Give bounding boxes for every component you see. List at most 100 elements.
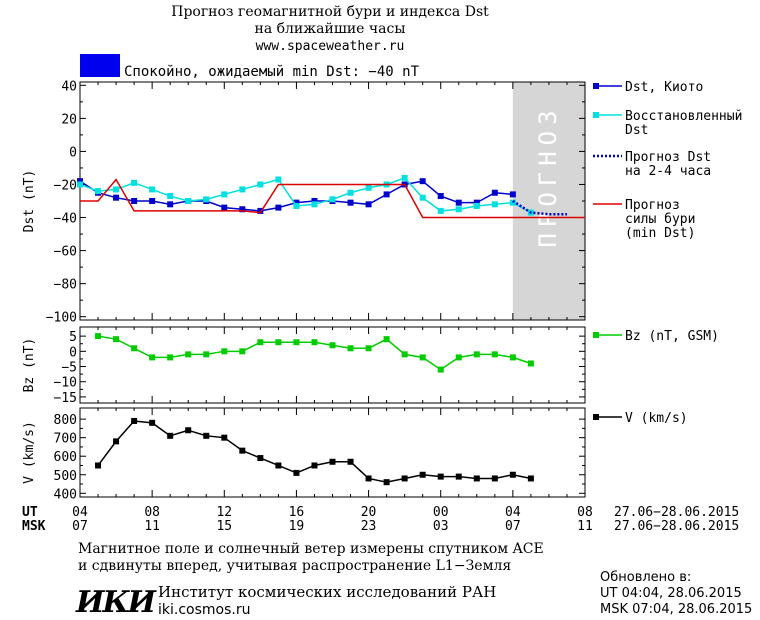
data-point (311, 201, 318, 208)
ut-axis-label: UT (22, 505, 38, 520)
data-point (257, 455, 264, 462)
footer-note-line2: и сдвинуты вперед, учитывая распростране… (78, 558, 511, 574)
data-point (95, 462, 102, 469)
data-point (149, 186, 156, 193)
legend-label: Прогноз (625, 198, 680, 213)
data-point (365, 475, 372, 482)
data-point (257, 181, 264, 188)
data-point (239, 447, 246, 454)
data-point (401, 174, 408, 181)
data-point (491, 189, 498, 196)
data-point (329, 196, 336, 203)
y-tick-label: 700 (54, 432, 77, 447)
data-point (419, 354, 426, 361)
data-point (149, 419, 156, 426)
data-point (311, 339, 318, 346)
status-text: Спокойно, ожидаемый min Dst: −40 nT (124, 64, 420, 80)
ut-tick-label: 16 (289, 505, 305, 520)
updated-msk: MSK 07:04, 28.06.2015 (600, 602, 752, 617)
data-point (347, 189, 354, 196)
data-point (185, 351, 192, 358)
ut-tick-label: 00 (433, 505, 449, 520)
data-point (185, 198, 192, 204)
data-point (113, 336, 120, 343)
y-tick-label: −60 (54, 245, 77, 260)
legend-marker (593, 414, 599, 420)
data-point (77, 181, 83, 188)
updated-ut: UT 04:04, 28.06.2015 (600, 586, 742, 601)
data-point (437, 193, 444, 200)
y-tick-label: −40 (54, 212, 77, 227)
y-axis-label: Dst (nT) (22, 170, 37, 233)
data-point (95, 333, 102, 340)
data-point (491, 201, 498, 208)
data-point (239, 206, 246, 213)
y-tick-label: −15 (54, 391, 77, 406)
data-point (311, 198, 318, 204)
institute-site[interactable]: iki.cosmos.ru (158, 602, 250, 618)
chart-title-line1: Прогноз геомагнитной бури и индекса Dst (171, 4, 489, 20)
data-point (221, 434, 228, 441)
legend-marker (593, 332, 599, 338)
legend-label: силы бури (625, 212, 695, 227)
data-point (185, 427, 192, 434)
data-point (131, 179, 138, 186)
data-point (167, 193, 174, 200)
data-point (203, 432, 210, 439)
data-point (347, 199, 354, 206)
data-point (131, 198, 138, 204)
data-point (221, 191, 228, 198)
panel-frame (79, 407, 586, 498)
data-point (509, 471, 516, 478)
data-point (419, 178, 426, 185)
source-url: www.spaceweather.ru (256, 39, 405, 54)
y-tick-label: 400 (54, 487, 77, 502)
series-line (79, 176, 532, 214)
y-tick-label: 5 (69, 330, 77, 345)
data-point (293, 202, 300, 209)
data-point (401, 475, 408, 482)
data-point (347, 345, 354, 352)
panel-frame (79, 326, 586, 404)
data-point (455, 354, 462, 361)
data-point (149, 198, 156, 204)
time-axis: 04 08 12 16 20 00 04 08 07 11 15 19 23 03 07 11 (72, 505, 593, 534)
y-tick-label: −10 (54, 376, 77, 391)
msk-tick-label: 23 (361, 519, 377, 534)
ut-tick-label: 04 (72, 505, 88, 520)
data-point (77, 178, 83, 185)
data-point (509, 191, 516, 198)
y-tick-label: 800 (54, 413, 77, 428)
msk-date-range: 27.06−28.06.2015 (614, 519, 739, 534)
data-point (491, 351, 498, 358)
data-point (257, 207, 264, 214)
updated-label: Обновлено в: (600, 570, 691, 585)
data-point (95, 188, 102, 195)
data-point (113, 438, 120, 445)
data-point (149, 354, 156, 361)
series-line (512, 199, 567, 216)
ut-tick-label: 20 (361, 505, 377, 520)
msk-tick-label: 15 (216, 519, 232, 534)
legend-label: Dst, Киото (625, 80, 703, 95)
data-point (527, 475, 534, 482)
ut-tick-label: 08 (577, 505, 593, 520)
data-point (275, 176, 282, 183)
legend-label: (min Dst) (625, 226, 695, 241)
data-point (293, 339, 300, 346)
legend-label: V (km/s) (625, 411, 688, 426)
data-point (365, 184, 372, 191)
data-point (509, 199, 516, 206)
ut-date-range: 27.06−28.06.2015 (614, 505, 739, 520)
msk-tick-label: 07 (505, 519, 521, 534)
data-point (329, 458, 336, 465)
data-point (113, 186, 120, 193)
legend-label: Dst (625, 123, 648, 138)
forecast-zone-label: ПРОГНОЗ (534, 104, 562, 247)
status-color-swatch (80, 54, 120, 77)
y-tick-label: −20 (54, 178, 77, 193)
institute-name: Институт космических исследований РАН (158, 583, 496, 601)
data-point (473, 202, 480, 209)
